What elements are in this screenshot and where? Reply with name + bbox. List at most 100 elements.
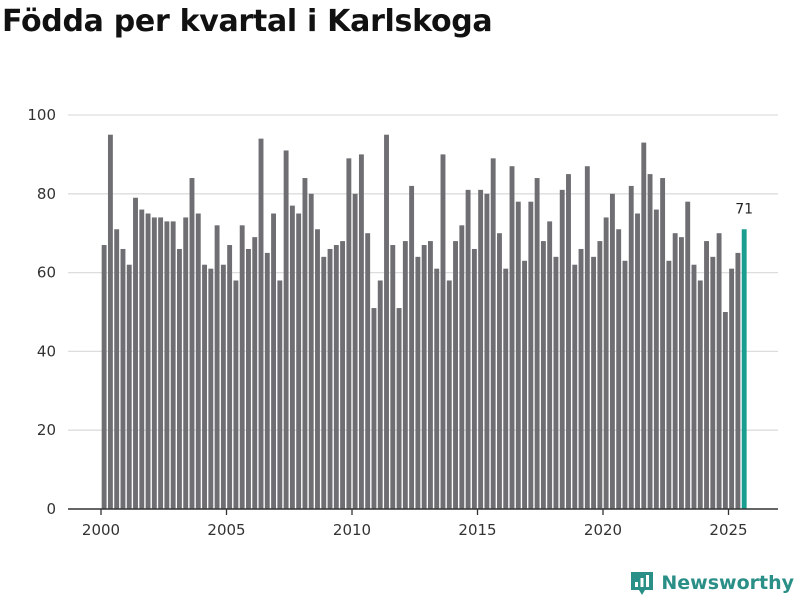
bar [327, 248, 333, 509]
bar [534, 178, 540, 510]
bar [133, 197, 138, 510]
bar [540, 241, 546, 509]
bar [584, 166, 590, 509]
bar [233, 280, 239, 509]
bar [271, 213, 277, 509]
bar [296, 213, 302, 509]
bar [358, 154, 364, 509]
bar [440, 154, 446, 509]
bar [459, 225, 465, 509]
bar [246, 248, 251, 509]
brand-name: Newsworthy [661, 572, 794, 594]
x-tick-label: 2025 [709, 521, 747, 539]
bar [402, 241, 408, 509]
latest-value-label: 71 [735, 201, 753, 217]
bar [120, 248, 126, 509]
bar [252, 237, 258, 509]
bar [735, 252, 741, 509]
bar [553, 256, 559, 509]
bar [352, 193, 358, 510]
bar [170, 221, 176, 509]
bar [672, 233, 678, 509]
bar [591, 256, 597, 509]
bar [484, 193, 490, 510]
bar [396, 308, 402, 509]
bar [710, 256, 716, 509]
x-tick-label: 2000 [82, 521, 120, 539]
bar [566, 174, 571, 509]
bar [697, 280, 703, 509]
bar [722, 312, 728, 509]
bar [384, 134, 389, 509]
bar [258, 138, 264, 509]
bar [616, 229, 622, 509]
bar [660, 178, 666, 510]
bars [101, 134, 747, 510]
bar [478, 189, 484, 510]
bar [653, 209, 659, 509]
bar [158, 217, 164, 509]
bar [446, 280, 452, 509]
bar [227, 245, 233, 509]
bar [315, 229, 320, 509]
bar [308, 193, 314, 510]
bar [597, 241, 603, 509]
bar [628, 185, 634, 510]
bar [572, 264, 578, 509]
bar [609, 193, 615, 510]
bar [641, 142, 647, 509]
bar [465, 189, 471, 510]
brand: Newsworthy [629, 568, 794, 598]
bar [647, 174, 653, 509]
bar [302, 178, 308, 510]
bar [139, 209, 145, 509]
bar [151, 217, 157, 509]
x-axis-ticks: 2000 2005 2010 2015 2020 2025 [82, 509, 748, 539]
y-tick-label: 60 [37, 264, 56, 282]
bar [365, 233, 371, 509]
bar [691, 264, 697, 509]
bar [189, 178, 195, 510]
bar [107, 134, 113, 509]
y-tick-label: 40 [37, 342, 56, 360]
bar [340, 241, 346, 509]
bar [164, 221, 170, 509]
y-tick-label: 100 [27, 106, 56, 124]
bar [346, 158, 352, 509]
bar [685, 201, 691, 509]
bar [678, 237, 684, 509]
bar [559, 189, 565, 510]
bar [202, 264, 207, 509]
bar [333, 245, 339, 509]
bar [114, 229, 120, 509]
bar [509, 166, 515, 509]
bar [195, 213, 201, 509]
bar [239, 225, 245, 509]
y-tick-label: 80 [37, 185, 56, 203]
bar [214, 225, 220, 509]
bar [176, 248, 182, 509]
bar [390, 245, 396, 509]
bar [101, 245, 107, 509]
bar [434, 268, 440, 509]
bar [603, 217, 609, 509]
x-tick-label: 2020 [584, 521, 622, 539]
bar-latest [741, 229, 747, 509]
chart-title: Födda per kvartal i Karlskoga [2, 4, 493, 39]
x-tick-label: 2015 [458, 521, 496, 539]
y-axis-ticks: 0 20 40 60 80 100 [27, 106, 56, 518]
bar [415, 256, 421, 509]
bar [183, 217, 189, 509]
bar [421, 245, 427, 509]
bar [622, 260, 628, 509]
bar [145, 213, 151, 509]
bar [277, 280, 283, 509]
bar [528, 201, 534, 509]
bar [471, 248, 477, 509]
bar [716, 233, 722, 509]
bar [497, 233, 502, 509]
bar [427, 241, 433, 509]
bar [453, 241, 458, 509]
bar [321, 256, 327, 509]
